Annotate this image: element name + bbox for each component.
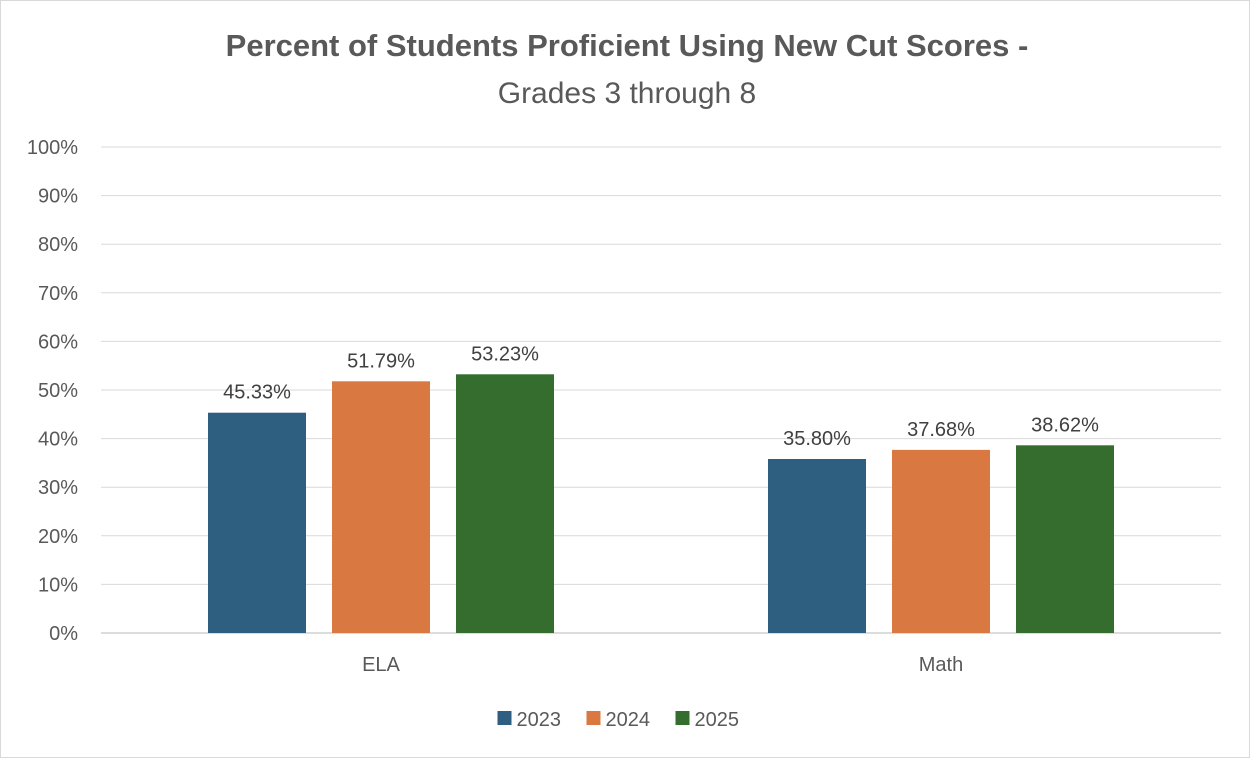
y-tick-label: 10%: [38, 574, 78, 596]
y-tick-label: 30%: [38, 477, 78, 499]
chart-subtitle: Grades 3 through 8: [498, 77, 757, 110]
bar-ela-2024: [332, 381, 430, 633]
y-tick-label: 100%: [27, 137, 78, 159]
bar-math-2025: [1016, 445, 1114, 633]
legend-item-2023: 2023: [497, 709, 562, 731]
data-label: 51.79%: [347, 350, 415, 372]
legend-label: 2023: [517, 709, 562, 731]
y-axis-tick-labels: 0% 10% 20% 30% 40% 50% 60% 70% 80% 90% 100%: [27, 137, 78, 645]
data-label: 38.62%: [1031, 414, 1099, 436]
bar-math-2024: [892, 449, 990, 633]
legend-swatch: [586, 711, 601, 725]
legend-swatch: [497, 711, 512, 725]
data-label: 53.23%: [471, 343, 539, 365]
bar-ela-2025: [456, 374, 554, 633]
legend-item-2025: 2025: [675, 709, 740, 731]
bar-ela-2023: [208, 412, 306, 633]
legend-label: 2025: [695, 709, 740, 731]
x-tick-label: Math: [919, 654, 963, 676]
x-tick-label: ELA: [362, 654, 400, 676]
y-tick-label: 60%: [38, 331, 78, 353]
bars: [208, 374, 1114, 633]
data-label: 35.80%: [783, 428, 851, 450]
data-label: 45.33%: [223, 382, 291, 404]
bar-math-2023: [768, 459, 866, 633]
x-axis-tick-labels: ELA Math: [362, 654, 963, 676]
y-tick-label: 80%: [38, 234, 78, 256]
legend: 2023 2024 2025: [497, 709, 740, 731]
y-tick-label: 70%: [38, 283, 78, 305]
data-label: 37.68%: [907, 419, 975, 441]
y-tick-label: 40%: [38, 429, 78, 451]
legend-label: 2024: [606, 709, 651, 731]
legend-item-2024: 2024: [586, 709, 651, 731]
y-tick-label: 90%: [38, 186, 78, 208]
y-tick-label: 50%: [38, 380, 78, 402]
data-labels: 45.33% 51.79% 53.23% 35.80% 37.68% 38.62%: [223, 343, 1099, 450]
y-tick-label: 0%: [49, 623, 78, 645]
chart-title: Percent of Students Proficient Using New…: [226, 28, 1029, 63]
y-tick-label: 20%: [38, 526, 78, 548]
legend-swatch: [675, 711, 690, 725]
